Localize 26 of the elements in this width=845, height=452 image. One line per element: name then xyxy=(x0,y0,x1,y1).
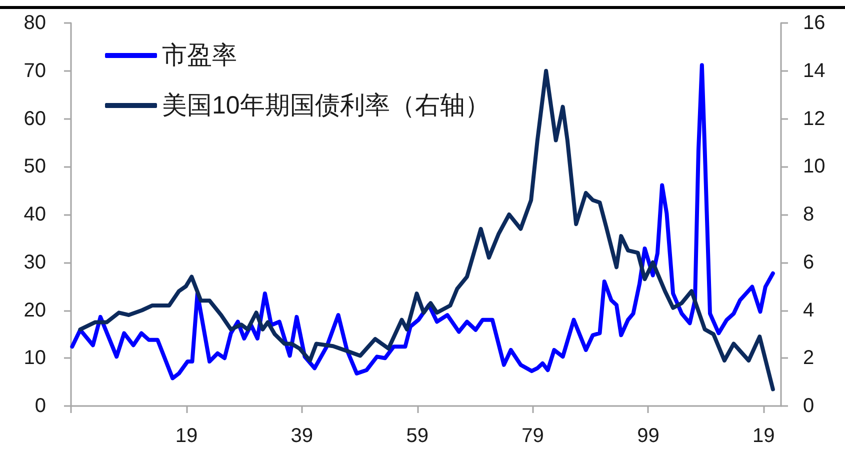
x-tick-label: 79 xyxy=(522,425,544,447)
y2-tick-label: 4 xyxy=(803,299,814,322)
y-tick-label: 0 xyxy=(34,395,46,417)
legend-label: 市盈率 xyxy=(162,42,237,70)
x-tick-label: 19 xyxy=(175,425,198,447)
x-tick-label: 19 xyxy=(752,425,775,447)
x-tick-label: 99 xyxy=(637,425,660,447)
y2-tick-label: 14 xyxy=(803,60,826,82)
y-tick-label: 30 xyxy=(24,251,46,274)
y2-tick-label: 10 xyxy=(803,156,826,178)
y-tick-label: 50 xyxy=(24,156,46,178)
y-tick-label: 70 xyxy=(24,60,46,82)
y2-tick-label: 0 xyxy=(803,395,814,417)
y-tick-label: 20 xyxy=(24,299,46,322)
y-tick-label: 60 xyxy=(24,108,46,130)
y-tick-label: 40 xyxy=(24,204,46,226)
y-tick-label: 10 xyxy=(24,347,46,370)
x-tick-label: 39 xyxy=(290,425,314,447)
y2-tick-label: 16 xyxy=(803,12,826,34)
x-tick-label: 59 xyxy=(406,425,428,447)
y2-tick-label: 2 xyxy=(803,347,814,370)
y2-tick-label: 12 xyxy=(803,108,826,130)
y2-tick-label: 8 xyxy=(803,204,814,226)
y2-tick-label: 6 xyxy=(803,251,814,274)
legend-label: 美国10年期国债利率（右轴） xyxy=(162,92,490,120)
y-tick-label: 80 xyxy=(24,12,46,34)
